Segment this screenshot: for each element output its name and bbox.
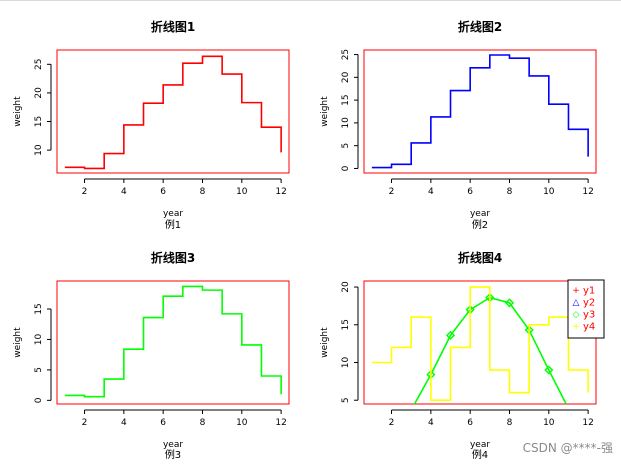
y-tick-label: 5	[34, 367, 44, 373]
plot-frame	[56, 49, 290, 174]
y-axis-label: weight	[320, 327, 330, 358]
x-axis-label: year	[470, 440, 490, 450]
x-tick-label: 12	[582, 187, 593, 197]
series-line-1	[64, 285, 282, 398]
x-tick-label: 10	[236, 187, 248, 197]
x-tick-label: 12	[275, 418, 286, 428]
y-tick-label: 20	[341, 71, 351, 83]
y-tick-label: 10	[34, 333, 44, 345]
chart-title: 折线图4	[458, 250, 502, 265]
x-tick-label: 4	[428, 418, 434, 428]
chart-title: 折线图3	[151, 250, 195, 265]
series-line-y4	[371, 286, 589, 402]
watermark: CSDN @****-强	[522, 441, 613, 455]
y-tick-label: 20	[341, 281, 351, 293]
data-layer	[64, 55, 282, 170]
x-tick-label: 2	[389, 418, 395, 428]
x-tick-label: 2	[389, 187, 395, 197]
data-point	[544, 365, 554, 375]
y-tick-label: 25	[341, 49, 351, 60]
chart-title: 折线图1	[151, 19, 195, 34]
chart-caption: 例3	[165, 448, 181, 461]
x-tick-label: 4	[428, 187, 434, 197]
x-tick-label: 4	[121, 418, 127, 428]
legend-symbol: +	[572, 322, 580, 332]
y-tick-label: 20	[34, 87, 44, 99]
series-line-1	[371, 54, 589, 169]
x-axis-label: year	[163, 440, 183, 450]
legend: + y1△ y2◇ y3+ y4	[567, 279, 605, 339]
x-tick-label: 6	[160, 187, 166, 197]
y-tick-label: 5	[341, 397, 351, 403]
x-tick-label: 10	[543, 187, 555, 197]
x-tick-label: 10	[543, 418, 555, 428]
x-tick-label: 8	[507, 187, 513, 197]
x-tick-label: 6	[467, 418, 473, 428]
y-tick-label: 15	[341, 319, 351, 330]
y-axis-label: weight	[320, 96, 330, 127]
x-tick-label: 10	[236, 418, 248, 428]
y-axis-label: weight	[13, 96, 23, 127]
x-tick-label: 8	[200, 418, 206, 428]
y-tick-label: 15	[341, 94, 351, 105]
data-point	[445, 330, 456, 340]
data-point	[368, 449, 375, 456]
y-tick-label: 0	[34, 397, 44, 403]
legend-entry: y2	[583, 298, 595, 309]
series-line-1	[64, 55, 282, 170]
legend-symbol: +	[572, 286, 580, 296]
x-tick-label: 12	[275, 187, 286, 197]
plot-frame	[56, 280, 290, 405]
data-point	[388, 431, 395, 438]
y-axis-label: weight	[13, 327, 23, 358]
legend-entry: y1	[583, 286, 595, 297]
legend-symbol: △	[573, 298, 580, 308]
y-tick-label: 15	[34, 303, 44, 314]
chart-caption: 例4	[472, 448, 488, 461]
data-point	[568, 403, 569, 404]
legend-symbol: ◇	[573, 310, 580, 320]
y-tick-label: 25	[34, 59, 44, 70]
x-tick-label: 6	[467, 187, 473, 197]
data-layer	[371, 54, 589, 169]
x-tick-label: 2	[82, 418, 88, 428]
x-tick-label: 12	[582, 418, 593, 428]
x-tick-label: 6	[160, 418, 166, 428]
data-layer	[368, 286, 589, 456]
x-tick-label: 8	[200, 187, 206, 197]
chart-caption: 例2	[472, 218, 488, 231]
plot-frame	[363, 49, 597, 174]
x-tick-label: 2	[82, 187, 88, 197]
y-tick-label: 10	[341, 117, 351, 129]
y-tick-label: 0	[341, 165, 351, 171]
legend-entry: y3	[583, 310, 595, 321]
y-tick-label: 10	[341, 356, 351, 368]
y-tick-label: 10	[34, 144, 44, 156]
data-point	[504, 298, 515, 308]
series-line-y3	[413, 296, 568, 404]
x-axis-label: year	[470, 209, 490, 219]
data-layer	[64, 285, 282, 398]
x-tick-label: 4	[121, 187, 127, 197]
x-tick-label: 8	[507, 418, 513, 428]
legend-box	[567, 279, 605, 339]
y-tick-label: 5	[341, 143, 351, 149]
chart-caption: 例1	[165, 218, 181, 231]
plot-frame	[363, 280, 597, 405]
y-tick-label: 15	[34, 116, 44, 127]
x-axis-label: year	[163, 209, 183, 219]
legend-entry: y4	[583, 322, 595, 333]
chart-title: 折线图2	[458, 19, 502, 34]
